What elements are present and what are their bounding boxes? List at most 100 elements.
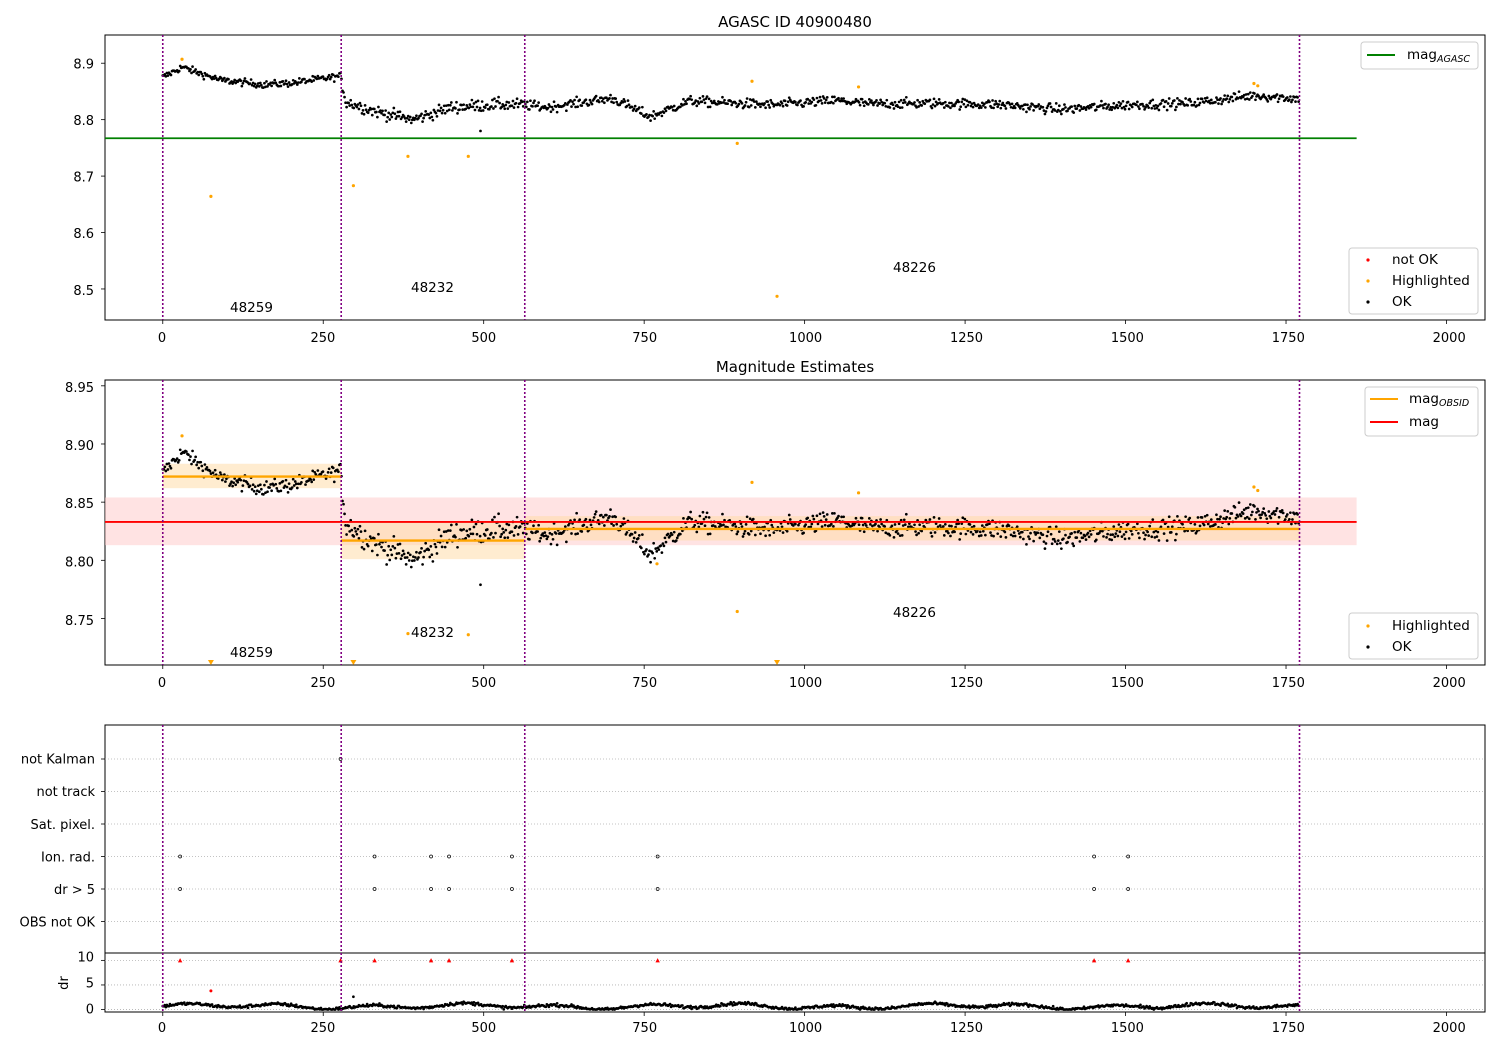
ok-point [421, 120, 424, 124]
dr-point [471, 1003, 475, 1007]
ok-point [502, 531, 506, 534]
ok-point [580, 530, 584, 533]
ok-point [704, 515, 708, 519]
ok-point [423, 113, 426, 117]
ok-point [386, 553, 390, 557]
ok-point [1227, 100, 1231, 104]
dr-ytick: 0 [86, 1003, 94, 1018]
ok-point [209, 472, 213, 475]
ok-point [1110, 538, 1114, 542]
ok-point [364, 108, 368, 112]
ok-point [1202, 523, 1206, 527]
ok-point [1124, 104, 1128, 108]
ok-point [1038, 107, 1042, 111]
dr-point [844, 1004, 848, 1007]
ok-point [842, 515, 846, 519]
ok-point [890, 524, 894, 528]
flag-label-dr-gt-5: dr > 5 [54, 883, 95, 898]
ok-point [257, 85, 261, 88]
ok-point [1208, 525, 1212, 528]
ok-point [490, 105, 493, 108]
obs-label: 48232 [411, 280, 454, 296]
ok-point [501, 527, 505, 531]
ok-point [399, 557, 403, 561]
ok-point [778, 103, 782, 107]
ok-point [342, 502, 345, 506]
ok-point [1062, 107, 1065, 111]
ok-point [1099, 104, 1102, 107]
ok-point [915, 105, 918, 109]
ok-point [587, 103, 591, 107]
ok-point [1244, 506, 1248, 510]
ok-point [448, 103, 452, 107]
ok-point [984, 533, 987, 537]
ok-point [531, 531, 534, 535]
ok-point [1025, 542, 1028, 546]
ok-point [1110, 108, 1114, 112]
ok-point [372, 107, 376, 111]
ok-point [434, 111, 438, 115]
ok-point [470, 518, 474, 522]
ok-point [573, 98, 576, 102]
ok-point [290, 486, 294, 489]
ok-point [999, 106, 1003, 110]
ok-point [1107, 103, 1110, 107]
ok-point [283, 484, 287, 488]
ok-point [441, 108, 445, 112]
ok-point [903, 101, 907, 104]
ok-point [682, 516, 685, 520]
ok-point [885, 518, 889, 522]
ok-point [1236, 97, 1240, 100]
ok-point [648, 549, 651, 553]
dr-point [858, 1008, 862, 1011]
ok-point [1296, 513, 1299, 516]
ok-point [1233, 92, 1237, 96]
ok-point [833, 511, 836, 515]
ok-point [504, 103, 508, 107]
ok-point [659, 544, 663, 547]
ok-point [1179, 102, 1182, 106]
dr-point [249, 1003, 253, 1007]
ok-point [1137, 531, 1140, 535]
ok-point [819, 99, 823, 102]
ok-point [448, 529, 452, 532]
dr-point [1051, 1004, 1055, 1008]
ok-point [468, 103, 472, 106]
ok-point [883, 525, 887, 528]
ok-point [361, 109, 365, 112]
ok-point [1245, 97, 1249, 101]
ok-point [768, 106, 772, 109]
ok-point [377, 532, 380, 536]
ok-point [348, 104, 352, 107]
ok-point [476, 99, 480, 103]
ok-point [536, 530, 539, 533]
ok-point [257, 490, 261, 494]
ok-point [1083, 534, 1087, 538]
ok-point [737, 102, 741, 106]
ok-point [1058, 541, 1062, 545]
ok-point [428, 555, 432, 559]
ok-point [175, 457, 179, 460]
ok-point [479, 583, 482, 587]
ok-point [1169, 104, 1173, 108]
flag-event-marker [178, 854, 182, 859]
ok-point [688, 97, 691, 101]
ok-point [914, 530, 917, 533]
ok-point [1217, 102, 1220, 106]
ok-point [1022, 537, 1025, 541]
ok-point [312, 79, 316, 82]
ok-point [405, 556, 409, 559]
ok-point [281, 79, 285, 83]
ok-point [575, 95, 578, 99]
flag-event-marker [655, 887, 660, 891]
ok-point [359, 530, 363, 533]
ok-point [449, 101, 453, 104]
ok-point [957, 522, 961, 526]
ok-point [653, 117, 657, 121]
ok-point [1094, 108, 1098, 112]
ok-point [347, 524, 351, 528]
ok-point [446, 529, 450, 532]
ok-point [494, 531, 497, 535]
ok-point [611, 97, 614, 100]
ok-point [1296, 96, 1299, 99]
